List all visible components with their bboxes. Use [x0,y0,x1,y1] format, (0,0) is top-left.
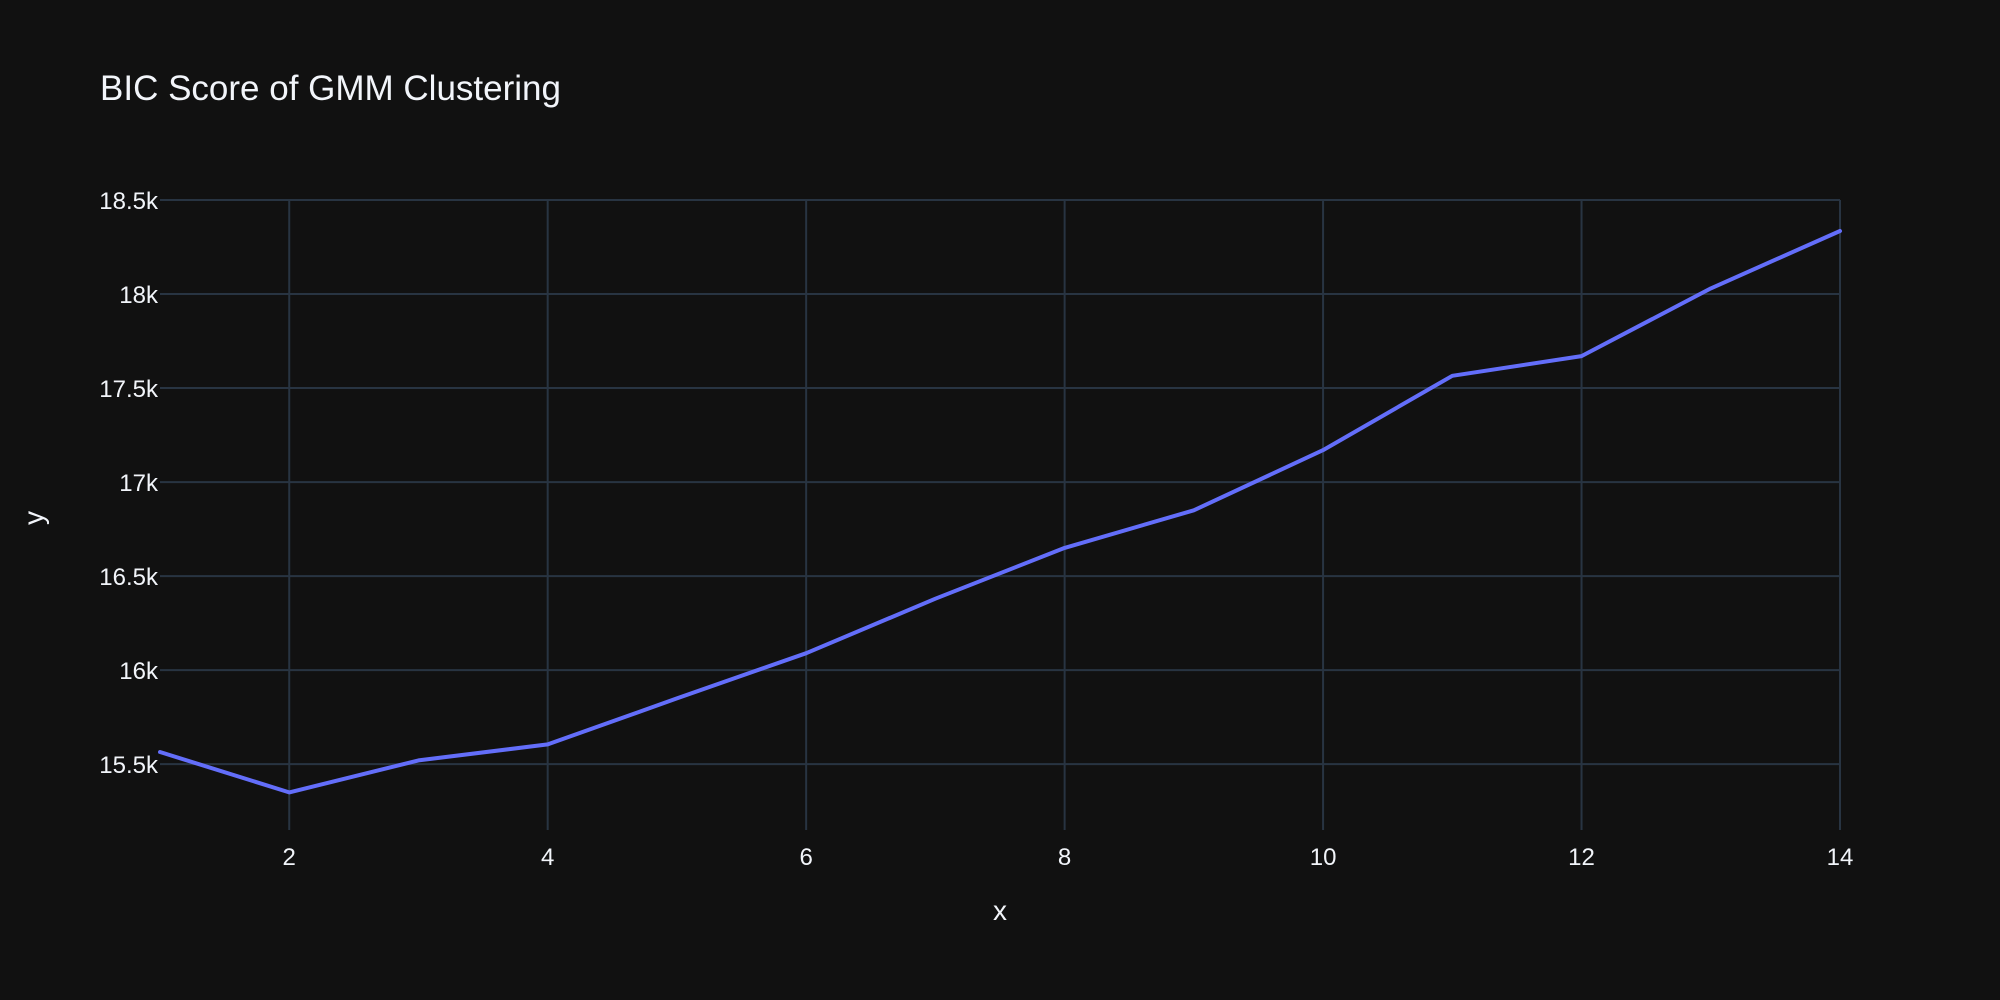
y-tick-label: 18.5k [99,188,159,215]
y-axis-title: y [18,511,49,525]
x-tick-label: 12 [1568,844,1595,871]
x-tick-label: 8 [1058,844,1071,871]
x-tick-labels: 2 4 6 8 10 12 14 [283,844,1854,871]
y-gridlines [160,199,1840,766]
x-tick-label: 6 [799,844,812,871]
x-tick-label: 2 [283,844,296,871]
y-tick-labels: 15.5k 16k 16.5k 17k 17.5k 18k 18.5k [99,188,159,779]
x-axis-title: x [993,895,1007,926]
chart-title: BIC Score of GMM Clustering [100,69,561,108]
series-line [158,229,1842,795]
x-tick-label: 10 [1310,844,1337,871]
y-tick-label: 15.5k [99,752,159,779]
y-tick-label: 18k [119,282,159,309]
y-tick-label: 17k [119,470,159,497]
y-tick-label: 16.5k [99,564,159,591]
x-gridlines [288,200,1841,830]
y-tick-label: 17.5k [99,376,159,403]
y-tick-label: 16k [119,658,159,685]
x-tick-label: 4 [541,844,554,871]
x-tick-label: 14 [1827,844,1854,871]
series-layer [158,229,1842,795]
